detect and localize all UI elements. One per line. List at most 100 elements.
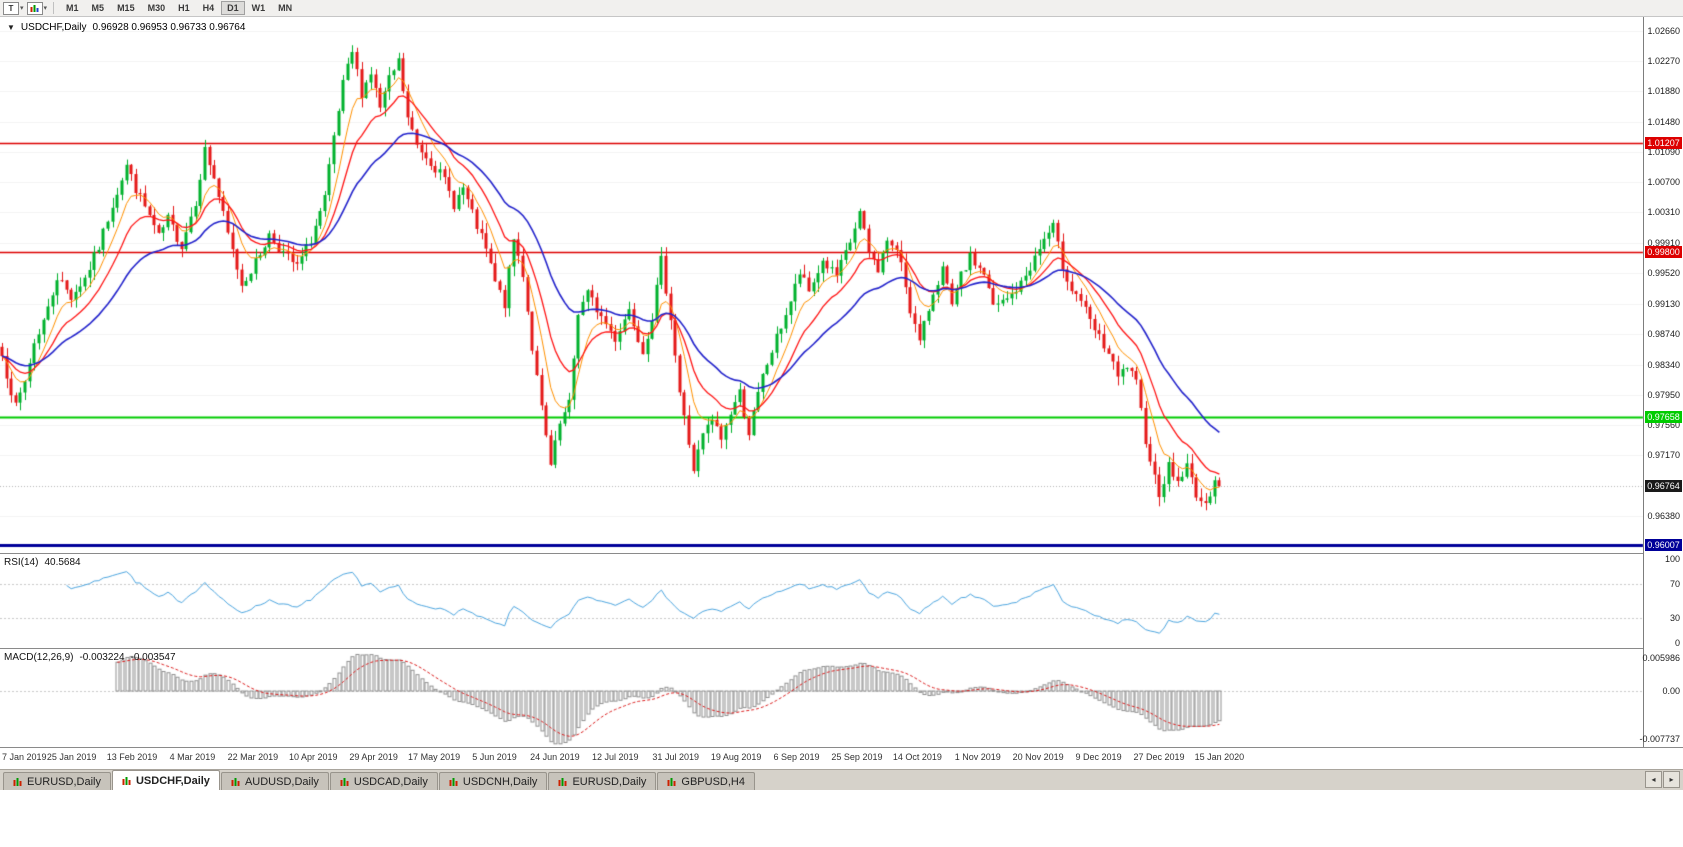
mini-chart-icon <box>667 777 676 786</box>
timeframe-button-w1[interactable]: W1 <box>251 3 266 13</box>
mini-chart-icon <box>558 777 567 786</box>
price-level-badge: 1.01207 <box>1645 137 1682 150</box>
panel-separator[interactable] <box>0 648 1683 649</box>
price-tick-label: 0.97560 <box>1647 419 1680 430</box>
current-price-badge: 0.96764 <box>1645 480 1682 493</box>
price-tick-label: 1.00310 <box>1647 207 1680 218</box>
date-tick-label: 20 Nov 2019 <box>1012 752 1064 762</box>
chart-tab-audusd-daily[interactable]: AUDUSD,Daily <box>220 772 329 790</box>
date-axis[interactable]: 7 Jan 2019 25 Jan 2019 13 Feb 2019 4 Mar 20… <box>0 748 1643 764</box>
mini-chart-icon <box>231 777 240 786</box>
timeframe-button-m15[interactable]: M15 <box>117 3 135 13</box>
chart-tabs: EURUSD,Daily USDCHF,Daily AUDUSD,Daily USDC… <box>3 770 756 790</box>
timeframe-button-d1[interactable]: D1 <box>221 1 245 15</box>
price-level-badge: 0.96007 <box>1645 538 1682 551</box>
mini-chart-icon <box>13 777 22 786</box>
timeframe-button-m30[interactable]: M30 <box>147 3 166 13</box>
date-tick-label: 17 May 2019 <box>408 752 461 762</box>
date-tick-label: 6 Sep 2019 <box>773 752 820 762</box>
chart-tab-label: GBPUSD,H4 <box>681 775 745 788</box>
date-tick-label: 7 Jan 2019 <box>2 752 47 762</box>
price-tick-label: 1.01880 <box>1647 86 1680 97</box>
date-tick-label: 27 Dec 2019 <box>1133 752 1185 762</box>
date-tick-label: 4 Mar 2019 <box>169 752 216 762</box>
chart-ohlc-header: ▼ USDCHF,Daily 0.96928 0.96953 0.96733 0… <box>7 22 245 33</box>
timeframe-button-mn[interactable]: MN <box>278 3 293 13</box>
date-tick-label: 24 Jun 2019 <box>530 752 580 762</box>
mini-chart-icon <box>449 777 458 786</box>
chart-tab-label: USDCNH,Daily <box>462 775 538 788</box>
price-tick-label: 0.97950 <box>1647 389 1680 400</box>
macd-indicator-header: MACD(12,26,9) -0.003224 -0.003547 <box>4 652 176 663</box>
chart-tab-eurusd-daily[interactable]: EURUSD,Daily <box>3 772 111 790</box>
price-axis[interactable]: 1.02660 1.02270 1.01880 1.01480 1.01090 1.007… <box>1639 17 1683 747</box>
date-tick-label: 15 Jan 2020 <box>1194 752 1245 762</box>
date-tick-label: 9 Dec 2019 <box>1075 752 1122 762</box>
date-tick-label: 14 Oct 2019 <box>892 752 942 762</box>
price-tick-label: 0.005986 <box>1642 653 1680 663</box>
timeframe-buttons: M1 M5 M15 M30 H1 H4 D1 W1 MN <box>60 1 298 15</box>
price-tick-label: 0.98740 <box>1647 328 1680 339</box>
panel-separator[interactable] <box>0 553 1683 554</box>
chart-tab-label: USDCAD,Daily <box>353 775 428 788</box>
chart-tab-label: EURUSD,Daily <box>572 775 647 788</box>
price-tick-label: 1.02660 <box>1647 25 1680 36</box>
price-tick-label: 0.96380 <box>1647 510 1680 521</box>
indicators-button[interactable]: ▾ <box>26 1 48 15</box>
chart-tab-label: USDCHF,Daily <box>135 774 210 787</box>
date-tick-label: 25 Jan 2019 <box>46 752 97 762</box>
chart-tab-usdcad-daily[interactable]: USDCAD,Daily <box>329 772 438 790</box>
price-tick-label: 30 <box>1669 612 1680 623</box>
timeframe-button-h4[interactable]: H4 <box>202 3 215 13</box>
price-tick-label: 100 <box>1664 554 1680 565</box>
price-tick-label: 0.97170 <box>1647 449 1680 460</box>
date-tick-label: 1 Nov 2019 <box>954 752 1001 762</box>
chart-tab-label: AUDUSD,Daily <box>244 775 319 788</box>
date-tick-label: 13 Feb 2019 <box>106 752 158 762</box>
price-chart-canvas[interactable] <box>0 0 1683 747</box>
chart-tab-eurusd-daily[interactable]: EURUSD,Daily <box>548 772 657 790</box>
price-tick-label: 0.98340 <box>1647 359 1680 370</box>
macd-label: MACD(12,26,9) <box>4 652 74 663</box>
mini-chart-icon <box>340 777 349 786</box>
tab-scroll-buttons: ◂ ▸ <box>1645 771 1680 788</box>
price-tick-label: -0.007737 <box>1639 734 1680 744</box>
chart-tab-usdcnh-daily[interactable]: USDCNH,Daily <box>438 772 548 790</box>
tab-scroll-right-button[interactable]: ▸ <box>1663 771 1680 788</box>
price-tick-label: 0.00 <box>1662 686 1680 696</box>
date-tick-label: 12 Jul 2019 <box>592 752 639 762</box>
price-level-badge: 0.97658 <box>1645 411 1682 424</box>
rsi-indicator-header: RSI(14) 40.5684 <box>4 557 81 568</box>
date-tick-label: 29 Apr 2019 <box>349 752 398 762</box>
date-tick-label: 19 Aug 2019 <box>710 752 762 762</box>
one-click-trading-arrow-icon[interactable]: ▼ <box>7 23 15 32</box>
templates-button[interactable]: T ▾ <box>3 1 24 15</box>
price-tick-label: 0 <box>1674 637 1680 648</box>
tab-scroll-left-button[interactable]: ◂ <box>1645 771 1662 788</box>
indicators-icon <box>26 1 43 15</box>
price-level-badge: 0.99800 <box>1645 245 1682 258</box>
caret-down-icon: ▾ <box>43 5 48 12</box>
macd-value: -0.003224 <box>79 652 125 663</box>
toolbar-separator <box>53 2 55 14</box>
macd-signal-value: -0.003547 <box>130 652 176 663</box>
date-tick-label: 31 Jul 2019 <box>652 752 699 762</box>
rsi-label: RSI(14) <box>4 557 39 568</box>
date-tick-label: 22 Mar 2019 <box>227 752 279 762</box>
mini-chart-icon <box>122 776 131 785</box>
chart-symbol-label: USDCHF,Daily <box>20 22 87 33</box>
date-tick-label: 25 Sep 2019 <box>831 752 883 762</box>
price-tick-label: 1.00700 <box>1647 177 1680 188</box>
chart-tab-usdchf-daily[interactable]: USDCHF,Daily <box>111 770 220 790</box>
price-tick-label: 0.99910 <box>1647 238 1680 249</box>
price-tick-label: 1.02270 <box>1647 56 1680 67</box>
timeframe-button-m5[interactable]: M5 <box>91 3 105 13</box>
chart-tab-bar: EURUSD,Daily USDCHF,Daily AUDUSD,Daily USDC… <box>0 769 1683 790</box>
price-tick-label: 1.01090 <box>1647 147 1680 158</box>
rsi-value: 40.5684 <box>44 557 81 568</box>
chart-ohlc-values: 0.96928 0.96953 0.96733 0.96764 <box>92 22 246 33</box>
chart-tab-gbpusd-h4[interactable]: GBPUSD,H4 <box>657 772 755 790</box>
price-tick-label: 0.99520 <box>1647 268 1680 279</box>
timeframe-button-h1[interactable]: H1 <box>178 3 190 13</box>
timeframe-button-m1[interactable]: M1 <box>66 3 79 13</box>
